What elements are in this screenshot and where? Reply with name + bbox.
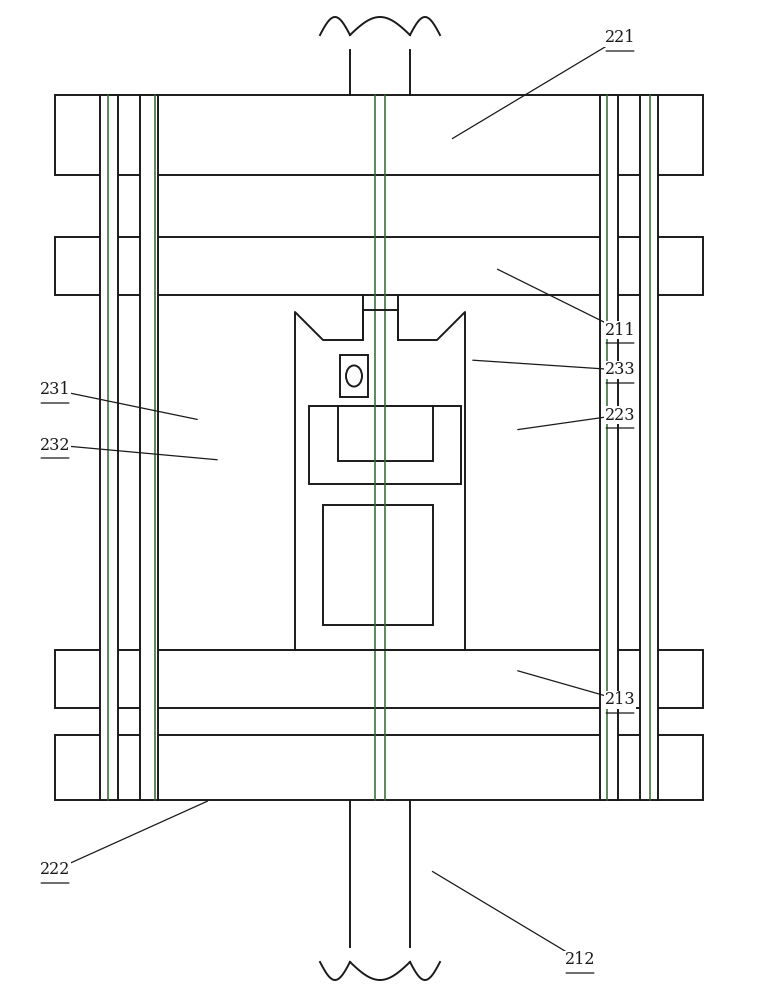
Bar xyxy=(100,95,118,800)
Text: 223: 223 xyxy=(605,406,635,424)
Text: 211: 211 xyxy=(605,322,635,339)
Text: 212: 212 xyxy=(565,952,595,968)
Text: 232: 232 xyxy=(39,437,70,454)
Bar xyxy=(140,95,158,800)
Text: 233: 233 xyxy=(605,361,635,378)
Bar xyxy=(55,735,703,800)
Bar xyxy=(338,406,433,461)
Bar xyxy=(55,237,703,295)
Text: 213: 213 xyxy=(605,692,635,708)
Bar xyxy=(600,95,618,800)
Bar xyxy=(640,95,658,800)
Text: 231: 231 xyxy=(39,381,70,398)
Bar xyxy=(309,406,461,484)
Text: 222: 222 xyxy=(40,861,70,879)
Bar xyxy=(55,650,703,708)
Bar xyxy=(340,355,368,397)
Bar xyxy=(323,505,433,625)
Text: 221: 221 xyxy=(605,29,635,46)
Bar xyxy=(55,95,703,175)
